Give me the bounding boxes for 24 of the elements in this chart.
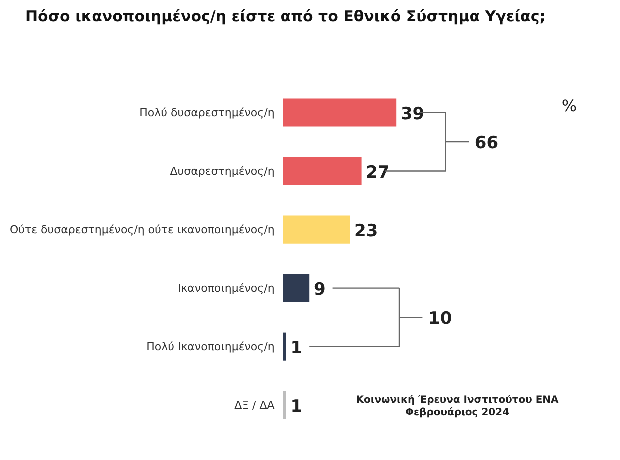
data-label: 39 — [400, 104, 425, 124]
data-label: 9 — [314, 280, 326, 300]
y-tick-label: Ούτε δυσαρεστημένος/η ούτε ικανοποιημένος/η — [10, 223, 275, 236]
text: 10 — [428, 309, 452, 330]
text: 66 — [474, 134, 499, 154]
y-tick-label: ΔΞ / ΔΑ — [234, 398, 276, 412]
y-tick-label: Πολύ Ικανοποιημένος/η — [146, 340, 275, 354]
annotation: Κοινωνική Έρευνα Ινστιτούτου ΕΝΑ — [356, 395, 560, 406]
bar — [284, 216, 350, 244]
y-tick-label: Δυσαρεστημένος/η — [170, 164, 275, 178]
bar — [284, 391, 286, 420]
data-label: 27 — [366, 162, 390, 183]
data-label: 1 — [290, 338, 303, 358]
data-label: 23 — [354, 221, 378, 242]
bar — [284, 98, 397, 127]
text: % — [562, 96, 578, 116]
y-tick-label: Ικανοποιημένος/η — [178, 282, 275, 295]
bar — [284, 157, 362, 186]
y-tick-label: Πολύ δυσαρεστημένος/η — [140, 106, 275, 120]
text: Φεβρουάριος 2024 — [405, 407, 510, 418]
bar — [284, 332, 286, 361]
data-label: 1 — [290, 396, 303, 417]
chart-title: Πόσο ικανοποιημένος/η είστε από το Εθνικό Σύστημα Υγείας; — [26, 8, 546, 26]
bar — [284, 274, 310, 302]
